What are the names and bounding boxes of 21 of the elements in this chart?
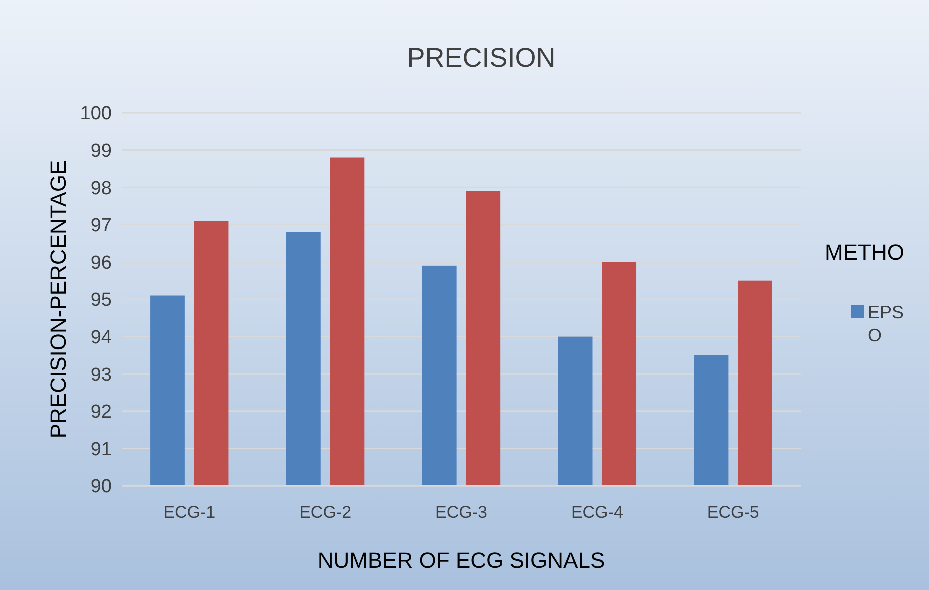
y-tick-label: 95 xyxy=(90,290,112,312)
y-tick-label: 96 xyxy=(90,252,112,274)
y-tick-label: 97 xyxy=(90,216,112,237)
x-tick-label: ECG-1 xyxy=(164,503,216,522)
x-tick-label: ECG-3 xyxy=(436,503,488,522)
y-tick-label: 100 xyxy=(80,104,112,125)
y-tick-label: 94 xyxy=(90,327,112,348)
x-axis-title: NUMBER OF ECG SIGNALS xyxy=(318,548,606,573)
y-axis-title: PRECISION-PERCENTAGE xyxy=(46,160,71,439)
legend-title: METHO xyxy=(825,240,904,265)
y-tick-label: 93 xyxy=(90,364,112,386)
x-tick-label: ECG-5 xyxy=(707,503,760,522)
chart-title: PRECISION xyxy=(407,43,556,73)
x-tick-label: ECG-4 xyxy=(571,503,624,522)
y-tick-label: 99 xyxy=(90,140,112,162)
x-tick-label: ECG-2 xyxy=(300,503,352,522)
y-tick-label: 92 xyxy=(90,402,112,424)
y-tick-label: 98 xyxy=(90,178,112,200)
legend-label: EPSO xyxy=(868,302,904,346)
y-tick-label: 90 xyxy=(90,476,112,498)
y-tick-label: 91 xyxy=(90,439,112,460)
